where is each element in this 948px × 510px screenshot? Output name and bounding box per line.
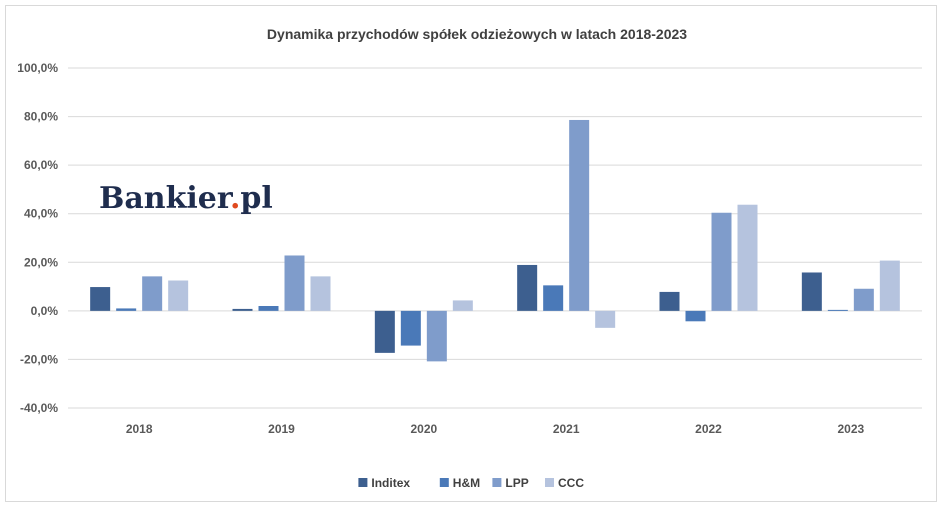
chart-title: Dynamika przychodów spółek odzieżowych w… (267, 26, 687, 42)
bar (116, 308, 137, 311)
y-tick-label: 100,0% (17, 61, 58, 75)
x-tick-label: 2019 (268, 422, 295, 436)
legend: Inditex H&M LPP CCC (358, 476, 584, 490)
legend-label: CCC (558, 476, 584, 490)
grid-layer (68, 67, 922, 409)
bar (569, 119, 590, 311)
bar (426, 310, 447, 362)
bar (142, 276, 163, 311)
bar (374, 310, 395, 353)
bar (879, 260, 900, 311)
bar (737, 204, 758, 311)
logo-main-text: Bankier (99, 181, 234, 216)
x-tick-label: 2021 (553, 422, 580, 436)
bar (400, 310, 421, 346)
legend-label: H&M (453, 476, 480, 490)
bar (595, 310, 616, 328)
legend-swatch (492, 478, 502, 487)
legend-label: LPP (505, 476, 528, 490)
bar (232, 308, 253, 311)
y-tick-label: 80,0% (24, 110, 58, 124)
bar (452, 300, 473, 311)
y-tick-label: 60,0% (24, 158, 58, 172)
bar (827, 309, 848, 311)
bar (90, 287, 111, 311)
x-axis-ticks: 2018 2019 2020 2021 2022 2023 (126, 422, 865, 436)
bar (659, 291, 680, 311)
x-tick-label: 2020 (410, 422, 437, 436)
y-axis-ticks: 100,0% 80,0% 60,0% 40,0% 20,0% 0,0% -20,0% -40,… (17, 61, 58, 415)
legend-swatch (358, 478, 368, 487)
legend-swatch (439, 478, 449, 487)
x-tick-label: 2018 (126, 422, 153, 436)
bar (685, 310, 706, 322)
bankier-logo: Bankier.pl (99, 181, 273, 216)
bar (711, 212, 732, 311)
bar (801, 272, 822, 311)
bar (310, 276, 331, 311)
logo-dot: . (230, 181, 240, 216)
bar (258, 306, 279, 311)
legend-swatch (545, 478, 554, 487)
logo-text: Bankier.pl (99, 181, 273, 216)
x-tick-label: 2023 (837, 422, 864, 436)
y-tick-label: 0,0% (31, 304, 59, 318)
chart-frame: Dynamika przychodów spółek odzieżowych w… (5, 5, 937, 502)
y-tick-label: 20,0% (24, 255, 58, 269)
bar (517, 264, 538, 311)
bar (284, 255, 305, 311)
legend-label: Inditex (371, 476, 410, 490)
bar (543, 285, 564, 311)
bar (168, 280, 189, 311)
y-tick-label: -40,0% (20, 401, 58, 415)
y-tick-label: -20,0% (20, 352, 58, 366)
chart-svg: Dynamika przychodów spółek odzieżowych w… (17, 26, 922, 490)
y-tick-label: 40,0% (24, 207, 58, 221)
bars (90, 119, 900, 362)
logo-tld: pl (240, 181, 272, 216)
x-tick-label: 2022 (695, 422, 722, 436)
bar (853, 288, 874, 311)
